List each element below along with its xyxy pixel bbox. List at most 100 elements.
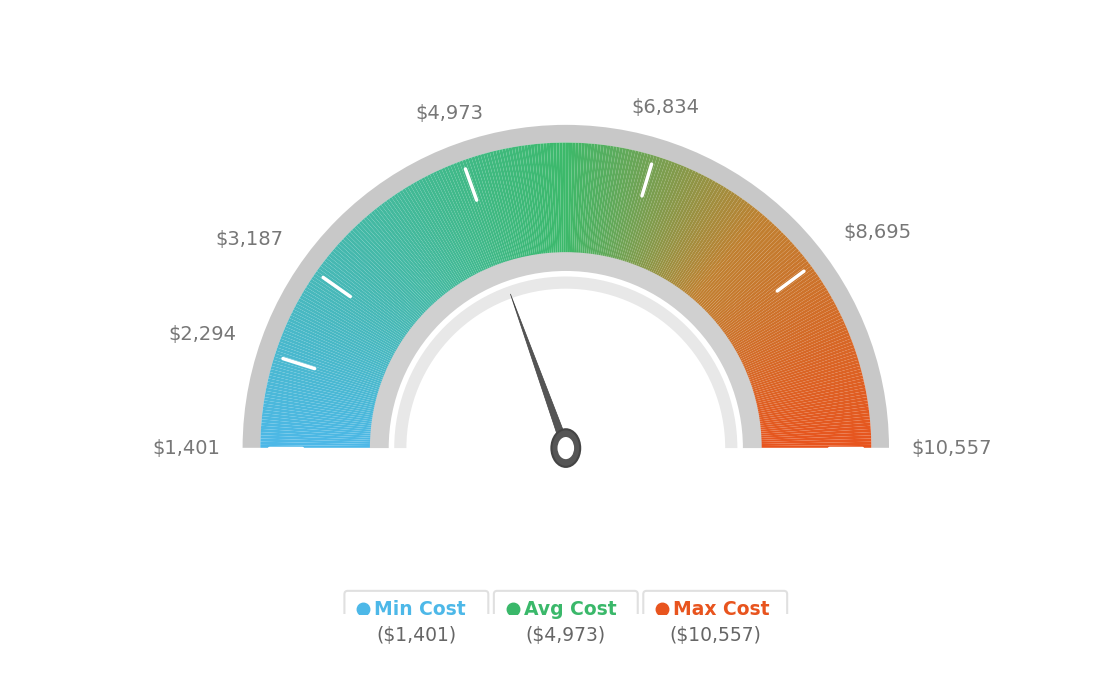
Wedge shape bbox=[492, 150, 521, 259]
Wedge shape bbox=[262, 420, 372, 432]
Wedge shape bbox=[723, 268, 815, 335]
Wedge shape bbox=[269, 372, 378, 402]
Wedge shape bbox=[322, 261, 412, 331]
Wedge shape bbox=[402, 188, 464, 284]
Wedge shape bbox=[424, 176, 477, 275]
Wedge shape bbox=[754, 369, 862, 400]
Wedge shape bbox=[631, 161, 672, 266]
Wedge shape bbox=[496, 150, 523, 259]
Wedge shape bbox=[267, 378, 376, 406]
Wedge shape bbox=[447, 165, 492, 268]
Wedge shape bbox=[740, 309, 839, 362]
Wedge shape bbox=[266, 388, 375, 411]
Wedge shape bbox=[661, 182, 719, 279]
Wedge shape bbox=[389, 197, 455, 289]
Wedge shape bbox=[509, 148, 531, 257]
Wedge shape bbox=[611, 150, 639, 259]
Wedge shape bbox=[592, 146, 611, 255]
Wedge shape bbox=[711, 244, 795, 319]
Wedge shape bbox=[284, 327, 388, 373]
Wedge shape bbox=[406, 288, 725, 448]
Wedge shape bbox=[418, 179, 474, 277]
Wedge shape bbox=[639, 165, 684, 268]
Wedge shape bbox=[352, 228, 431, 309]
Wedge shape bbox=[751, 351, 857, 388]
Wedge shape bbox=[373, 208, 445, 297]
Wedge shape bbox=[354, 226, 433, 308]
Wedge shape bbox=[308, 282, 403, 344]
Wedge shape bbox=[754, 372, 862, 402]
Wedge shape bbox=[741, 315, 842, 365]
Wedge shape bbox=[647, 170, 696, 272]
Wedge shape bbox=[359, 221, 435, 305]
Wedge shape bbox=[761, 432, 871, 440]
Polygon shape bbox=[212, 448, 920, 614]
Wedge shape bbox=[668, 188, 730, 284]
Wedge shape bbox=[330, 251, 417, 324]
FancyBboxPatch shape bbox=[644, 591, 787, 654]
Wedge shape bbox=[243, 125, 889, 448]
Wedge shape bbox=[400, 190, 461, 285]
Wedge shape bbox=[744, 324, 846, 371]
Wedge shape bbox=[361, 219, 437, 304]
Wedge shape bbox=[649, 172, 699, 273]
Wedge shape bbox=[757, 391, 867, 413]
Wedge shape bbox=[262, 422, 372, 434]
Wedge shape bbox=[588, 145, 604, 255]
Text: $8,695: $8,695 bbox=[843, 223, 911, 242]
Wedge shape bbox=[290, 313, 391, 363]
Wedge shape bbox=[624, 157, 660, 263]
Wedge shape bbox=[459, 161, 500, 266]
Wedge shape bbox=[478, 155, 511, 262]
Wedge shape bbox=[550, 143, 558, 253]
Wedge shape bbox=[679, 199, 745, 290]
Wedge shape bbox=[317, 268, 408, 335]
Wedge shape bbox=[343, 237, 425, 315]
Wedge shape bbox=[757, 397, 868, 417]
Wedge shape bbox=[287, 321, 389, 369]
Wedge shape bbox=[574, 143, 582, 253]
Wedge shape bbox=[524, 145, 541, 255]
Wedge shape bbox=[705, 235, 786, 313]
Wedge shape bbox=[580, 144, 592, 254]
Wedge shape bbox=[606, 149, 633, 258]
Wedge shape bbox=[691, 215, 765, 301]
Wedge shape bbox=[348, 232, 428, 312]
Wedge shape bbox=[756, 382, 864, 408]
Wedge shape bbox=[518, 146, 538, 256]
Wedge shape bbox=[752, 359, 859, 394]
Wedge shape bbox=[616, 153, 648, 260]
Wedge shape bbox=[301, 293, 399, 351]
Wedge shape bbox=[364, 217, 438, 302]
Wedge shape bbox=[682, 203, 751, 293]
Wedge shape bbox=[274, 354, 381, 390]
Wedge shape bbox=[756, 384, 866, 410]
Wedge shape bbox=[628, 159, 667, 264]
Wedge shape bbox=[266, 384, 375, 410]
Wedge shape bbox=[332, 248, 418, 322]
Wedge shape bbox=[394, 277, 737, 448]
Wedge shape bbox=[596, 146, 617, 256]
Wedge shape bbox=[275, 351, 381, 388]
Wedge shape bbox=[456, 161, 498, 266]
Wedge shape bbox=[314, 274, 406, 339]
Wedge shape bbox=[499, 149, 526, 258]
Wedge shape bbox=[637, 164, 681, 268]
Wedge shape bbox=[734, 295, 832, 353]
Wedge shape bbox=[744, 327, 848, 373]
Wedge shape bbox=[263, 404, 373, 422]
Wedge shape bbox=[733, 293, 830, 351]
Wedge shape bbox=[280, 335, 384, 378]
Wedge shape bbox=[320, 264, 411, 332]
Text: $6,834: $6,834 bbox=[631, 99, 700, 117]
Wedge shape bbox=[613, 151, 641, 259]
Wedge shape bbox=[286, 324, 388, 371]
Wedge shape bbox=[567, 143, 572, 253]
Wedge shape bbox=[761, 442, 871, 446]
Wedge shape bbox=[699, 226, 777, 308]
Wedge shape bbox=[728, 279, 822, 342]
Text: Max Cost: Max Cost bbox=[673, 600, 769, 619]
Wedge shape bbox=[367, 215, 440, 301]
Text: $3,187: $3,187 bbox=[215, 230, 284, 250]
Wedge shape bbox=[752, 357, 858, 392]
